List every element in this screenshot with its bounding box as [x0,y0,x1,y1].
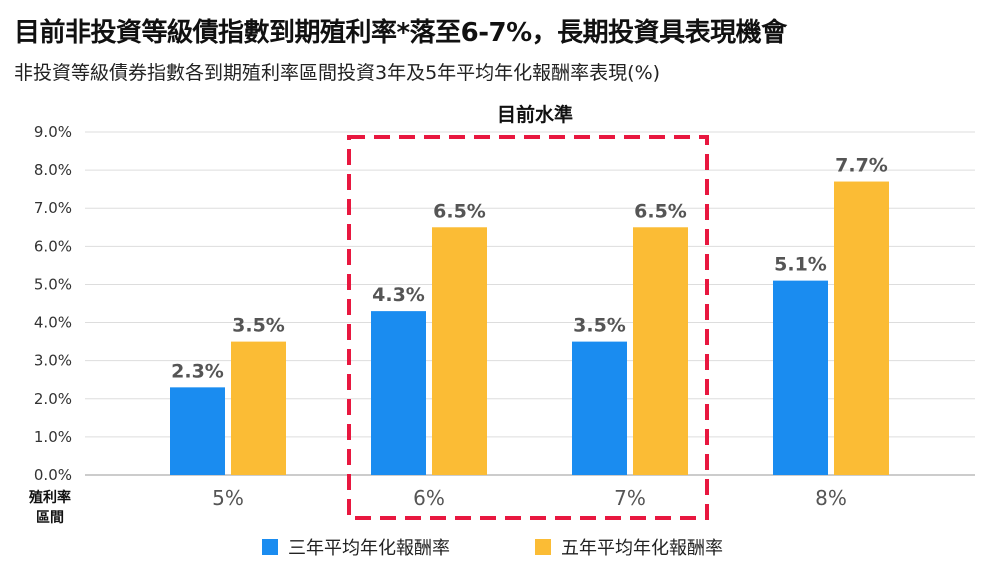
legend-swatch-five-year [535,539,551,555]
x-axis-label-line: 殖利率 [29,490,71,506]
y-tick-label: 5.0% [34,275,72,293]
legend-label: 三年平均年化報酬率 [288,538,450,559]
bar-five-year [432,227,487,475]
chart-title: 目前非投資等級債指數到期殖利率*落至6-7%，長期投資具表現機會 [14,18,787,48]
x-axis-label-line: 區間 [36,510,64,526]
data-label: 3.5% [232,315,285,337]
data-label: 4.3% [372,284,425,306]
x-tick-label: 6% [413,486,445,510]
y-tick-label: 6.0% [34,237,72,255]
data-label: 7.7% [835,155,888,177]
y-tick-label: 3.0% [34,352,72,370]
data-label: 6.5% [433,200,486,222]
bar-three-year [773,280,828,475]
legend-label: 五年平均年化報酬率 [561,538,723,559]
current-level-text: 目前水準 [496,104,573,126]
y-tick-label: 9.0% [34,123,72,141]
bar-three-year [572,341,627,475]
x-axis-label: 殖利率 區間 [22,488,78,528]
legend-item-three-year: 三年平均年化報酬率 [262,534,450,560]
x-tick-label: 5% [212,486,244,510]
data-label: 3.5% [573,315,626,337]
data-label: 5.1% [774,254,827,276]
x-tick-label: 8% [815,486,847,510]
data-label: 2.3% [171,360,224,382]
data-label: 6.5% [634,200,687,222]
chart-subtitle: 非投資等級債券指數各到期殖利率區間投資3年及5年平均年化報酬率表現(%) [14,62,661,84]
bar-five-year [633,227,688,475]
y-tick-label: 4.0% [34,314,72,332]
legend-item-five-year: 五年平均年化報酬率 [535,534,723,560]
x-tick-label: 7% [614,486,646,510]
bar-five-year [834,181,889,476]
y-tick-label: 1.0% [34,428,72,446]
bar-three-year [170,387,225,475]
highlight-box [347,135,709,520]
bar-three-year [371,311,426,475]
bar-five-year [231,341,286,475]
y-tick-label: 2.0% [34,390,72,408]
current-level-annotation: 目前水準 [0,100,1000,127]
y-tick-label: 0.0% [34,466,72,484]
legend-swatch-three-year [262,539,278,555]
y-tick-label: 7.0% [34,199,72,217]
y-tick-label: 8.0% [34,161,72,179]
